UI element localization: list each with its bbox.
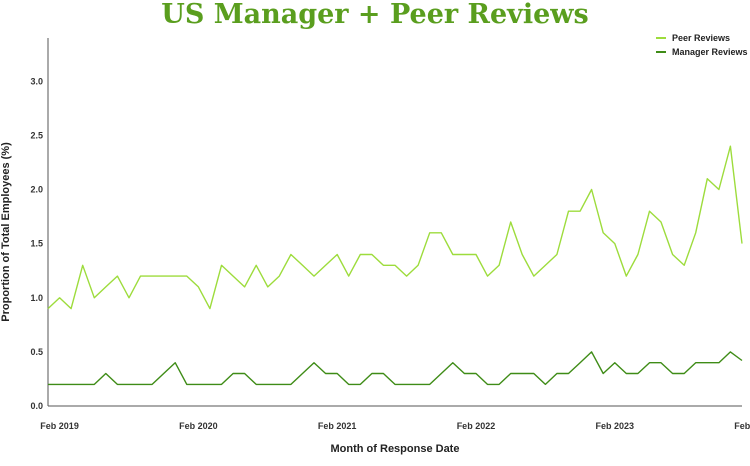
legend-label: Peer Reviews (672, 33, 730, 43)
x-tick-label: Feb 2021 (318, 421, 357, 431)
y-axis-ticks: 0.0 0.5 1.0 1.5 2.0 2.5 3.0 (30, 76, 43, 411)
x-tick-label: Feb 2024 (734, 421, 750, 431)
y-tick-label: 0.0 (30, 401, 43, 411)
chart-title: US Manager + Peer Reviews (161, 0, 589, 30)
y-tick-label: 1.0 (30, 293, 43, 303)
y-tick-label: 3.0 (30, 76, 43, 86)
legend: Peer Reviews Manager Reviews (656, 33, 748, 57)
x-tick-label: Feb 2020 (179, 421, 218, 431)
x-tick-label: Feb 2019 (40, 421, 79, 431)
y-tick-label: 1.5 (30, 239, 43, 249)
legend-label: Manager Reviews (672, 47, 748, 57)
series-lines (47, 145, 743, 386)
series-line-peer-reviews (47, 145, 743, 310)
y-tick-label: 0.5 (30, 347, 43, 357)
x-axis-ticks: Feb 2019 Feb 2020 Feb 2021 Feb 2022 Feb 2023… (40, 421, 750, 431)
y-axis-title: Proportion of Total Employees (%) (0, 142, 12, 322)
series-line-manager-reviews (48, 351, 743, 386)
y-tick-label: 2.0 (30, 185, 43, 195)
x-axis-title: Month of Response Date (331, 443, 460, 455)
y-tick-label: 2.5 (30, 130, 43, 140)
x-tick-label: Feb 2023 (596, 421, 635, 431)
x-tick-label: Feb 2022 (457, 421, 496, 431)
